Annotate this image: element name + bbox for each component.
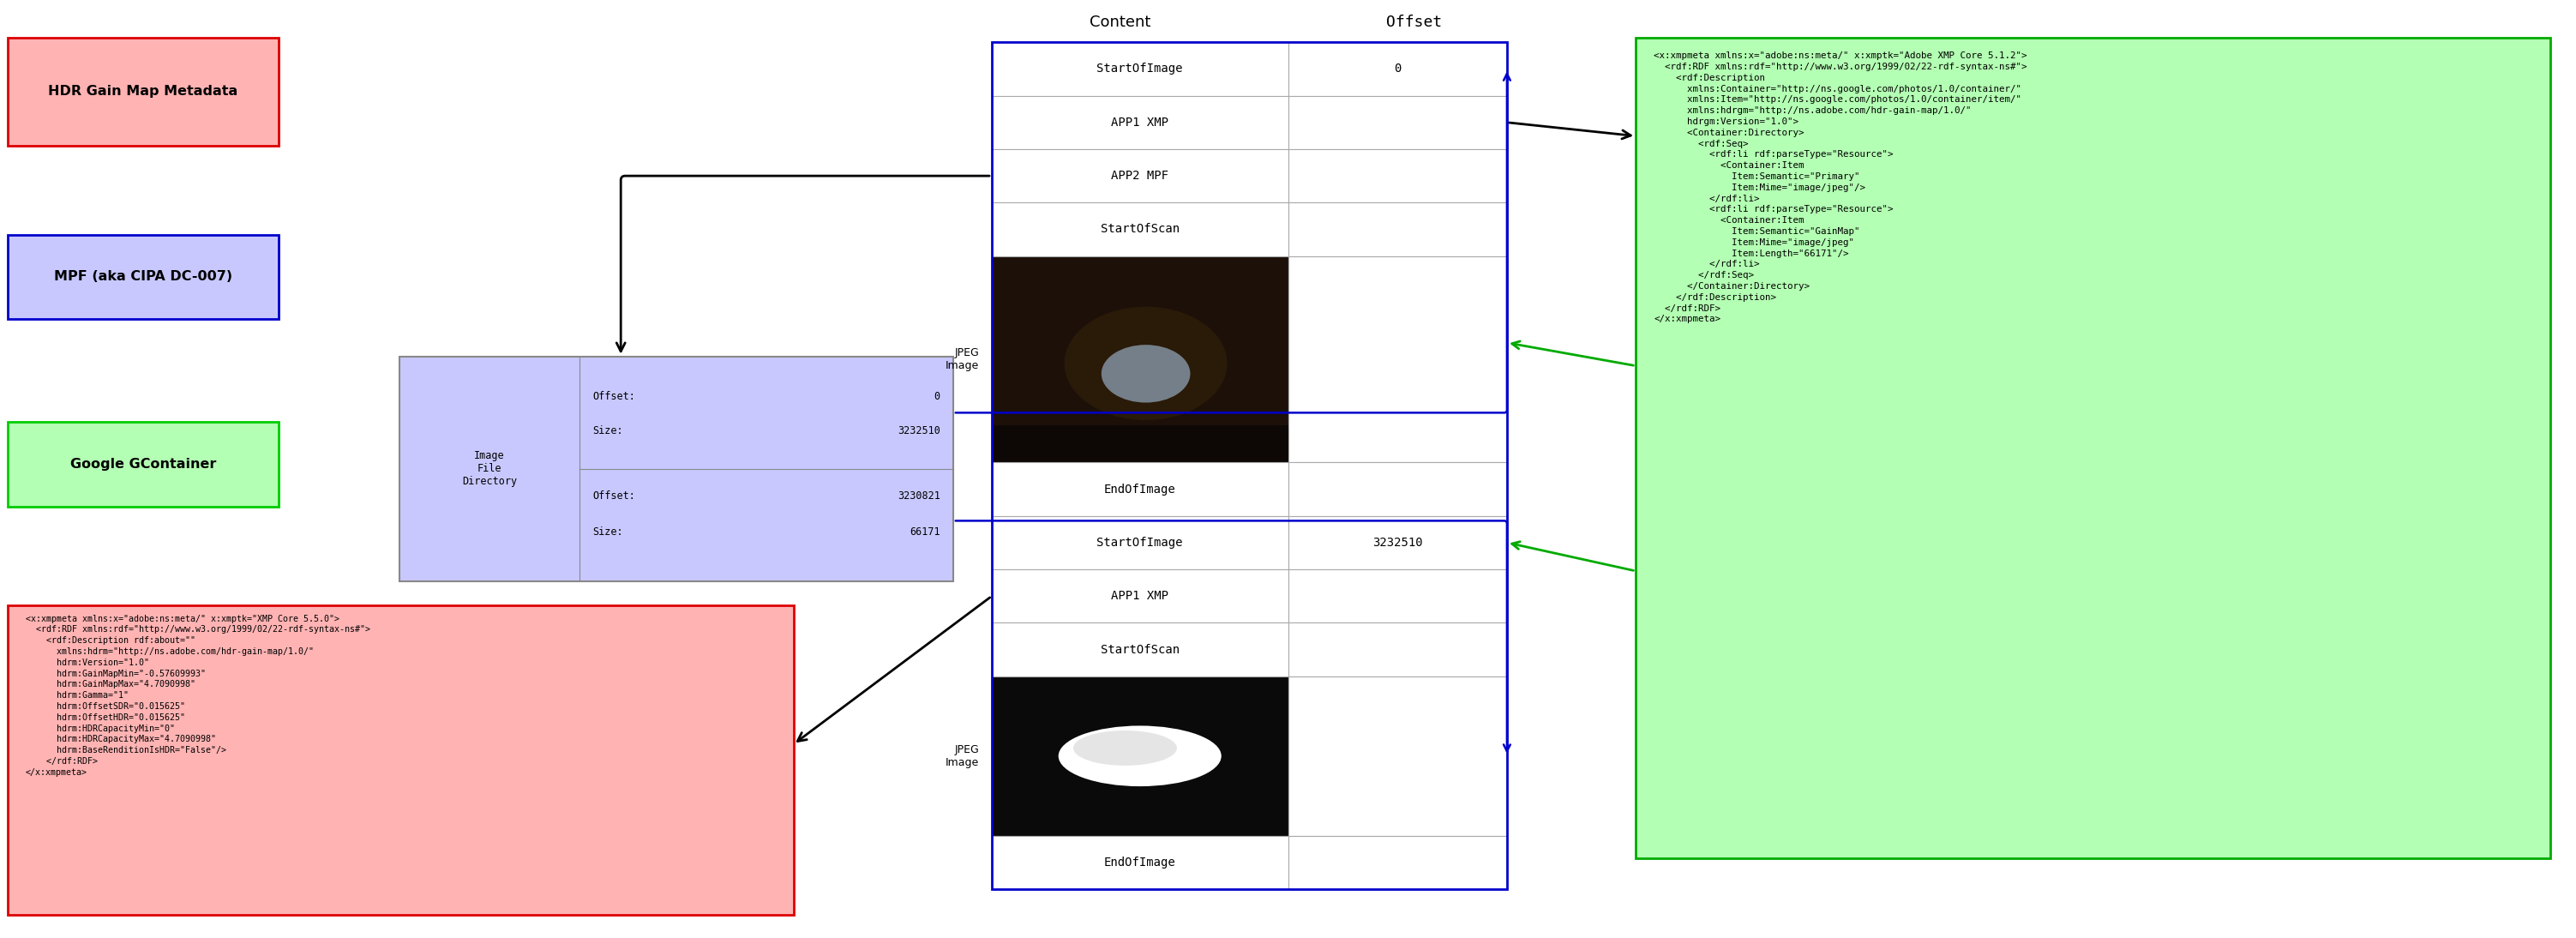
Bar xyxy=(1288,676,1507,836)
Bar xyxy=(1288,96,1507,149)
Text: 0: 0 xyxy=(935,391,940,402)
Text: Offset: Offset xyxy=(1386,15,1443,30)
Bar xyxy=(992,425,1288,462)
Text: Content: Content xyxy=(1090,15,1151,30)
FancyBboxPatch shape xyxy=(8,422,278,507)
Text: 66171: 66171 xyxy=(909,526,940,537)
FancyBboxPatch shape xyxy=(8,38,278,145)
Bar xyxy=(992,836,1288,889)
Bar xyxy=(1288,149,1507,203)
FancyBboxPatch shape xyxy=(8,605,793,915)
Text: MPF (aka CIPA DC-007): MPF (aka CIPA DC-007) xyxy=(54,270,232,283)
Text: 3232510: 3232510 xyxy=(1373,537,1422,549)
Bar xyxy=(992,42,1507,889)
Ellipse shape xyxy=(1074,731,1177,765)
Text: Size:: Size: xyxy=(592,425,623,436)
Text: Image
File
Directory: Image File Directory xyxy=(461,450,518,488)
Text: Size:: Size: xyxy=(592,526,623,537)
Bar xyxy=(1288,623,1507,676)
Text: JPEG
Image: JPEG Image xyxy=(945,347,979,371)
Bar xyxy=(992,96,1288,149)
Text: APP1 XMP: APP1 XMP xyxy=(1110,116,1170,129)
Bar xyxy=(1288,256,1507,462)
Text: HDR Gain Map Metadata: HDR Gain Map Metadata xyxy=(49,85,237,98)
Text: StartOfScan: StartOfScan xyxy=(1100,643,1180,656)
Text: StartOfImage: StartOfImage xyxy=(1097,537,1182,549)
Bar xyxy=(992,676,1288,836)
Bar xyxy=(992,42,1288,96)
Text: 3230821: 3230821 xyxy=(896,491,940,502)
Text: EndOfImage: EndOfImage xyxy=(1105,483,1175,495)
Ellipse shape xyxy=(1064,307,1226,420)
Text: APP2 MPF: APP2 MPF xyxy=(1110,170,1170,182)
Text: 0: 0 xyxy=(1394,63,1401,75)
Bar xyxy=(1288,462,1507,516)
Text: Offset:: Offset: xyxy=(592,391,636,402)
Bar xyxy=(992,569,1288,623)
Bar xyxy=(1288,569,1507,623)
Text: Google GContainer: Google GContainer xyxy=(70,458,216,471)
Ellipse shape xyxy=(1103,345,1190,402)
Text: APP1 XMP: APP1 XMP xyxy=(1110,590,1170,602)
Bar xyxy=(992,623,1288,676)
Bar xyxy=(992,462,1288,516)
Bar xyxy=(992,516,1288,569)
Bar xyxy=(1288,203,1507,256)
Text: EndOfImage: EndOfImage xyxy=(1105,856,1175,869)
Text: <x:xmpmeta xmlns:x="adobe:ns:meta/" x:xmptk="XMP Core 5.5.0">
  <rdf:RDF xmlns:r: <x:xmpmeta xmlns:x="adobe:ns:meta/" x:xm… xyxy=(26,614,371,777)
FancyBboxPatch shape xyxy=(8,234,278,319)
Text: JPEG
Image: JPEG Image xyxy=(945,744,979,768)
Bar xyxy=(1288,836,1507,889)
Bar xyxy=(992,149,1288,203)
Bar xyxy=(1288,516,1507,569)
Text: 3232510: 3232510 xyxy=(896,425,940,436)
Text: Offset:: Offset: xyxy=(592,491,636,502)
Text: <x:xmpmeta xmlns:x="adobe:ns:meta/" x:xmptk="Adobe XMP Core 5.1.2">
  <rdf:RDF x: <x:xmpmeta xmlns:x="adobe:ns:meta/" x:xm… xyxy=(1654,52,2027,324)
Text: StartOfImage: StartOfImage xyxy=(1097,63,1182,75)
Bar xyxy=(992,256,1288,462)
FancyBboxPatch shape xyxy=(1636,38,2550,858)
Text: StartOfScan: StartOfScan xyxy=(1100,223,1180,235)
Bar xyxy=(1288,42,1507,96)
Ellipse shape xyxy=(1059,726,1221,786)
FancyBboxPatch shape xyxy=(399,356,953,582)
Bar xyxy=(992,203,1288,256)
